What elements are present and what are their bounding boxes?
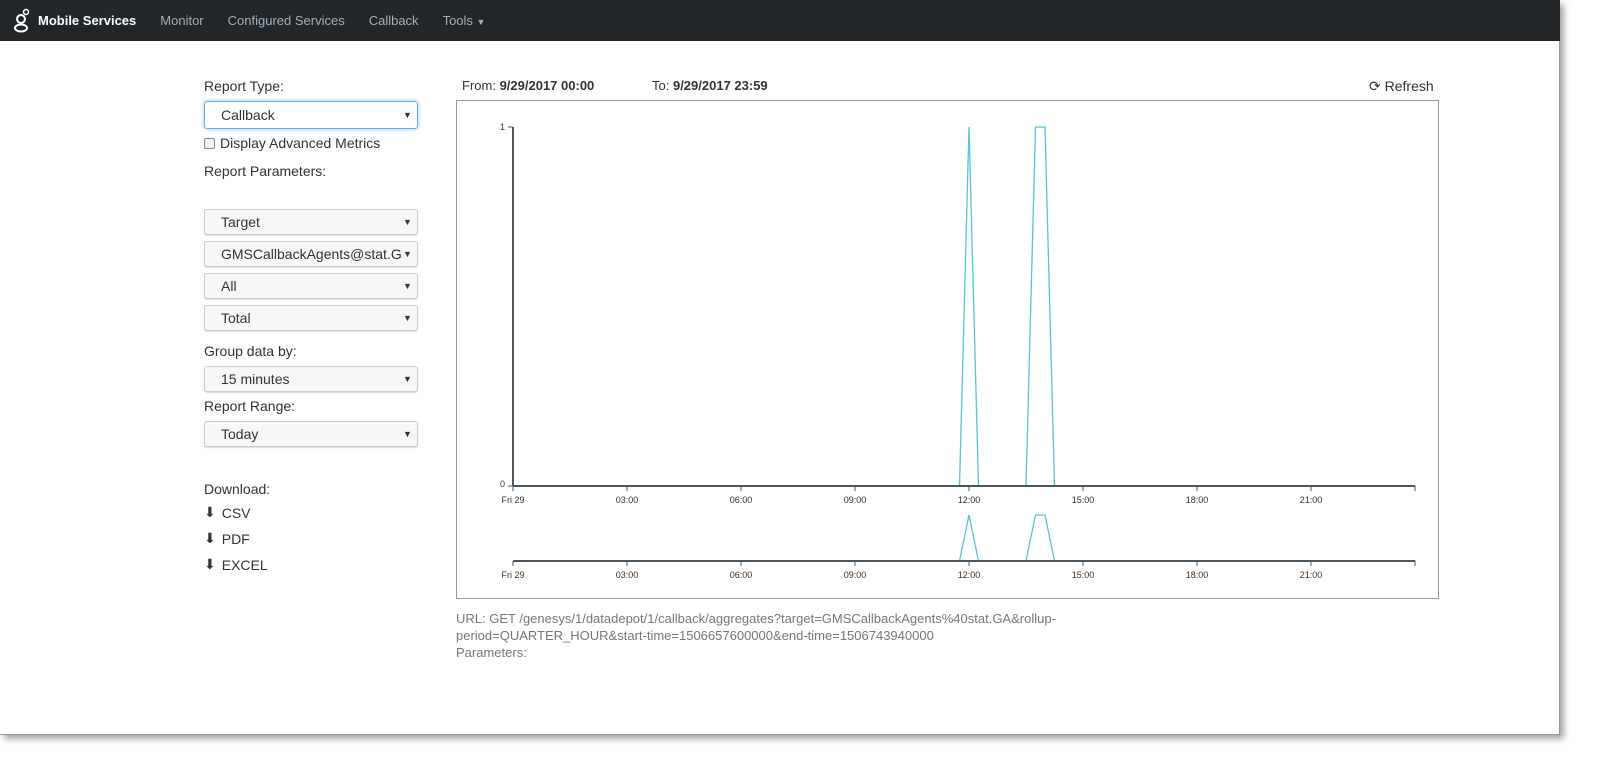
x-tick-label: 15:00 (1072, 570, 1095, 580)
caret-down-icon: ▼ (476, 17, 486, 27)
from-range: From: 9/29/2017 00:00 (462, 78, 594, 93)
download-icon: ⬇ (204, 556, 216, 572)
download-label: Download: (204, 481, 271, 497)
download-icon: ⬇ (204, 504, 216, 520)
target-type-select[interactable]: Target ▼ (204, 209, 418, 235)
from-value: 9/29/2017 00:00 (499, 78, 595, 93)
nav-tools[interactable]: Tools ▼ (443, 13, 486, 28)
report-type-value: Callback (221, 107, 275, 123)
select-value: All (221, 278, 237, 294)
x-tick-label: 21:00 (1300, 570, 1323, 580)
download-csv[interactable]: ⬇ CSV (204, 504, 418, 521)
caret-down-icon: ▼ (403, 249, 412, 259)
navbar: Mobile Services Monitor Configured Servi… (0, 0, 1560, 41)
request-parameters: Parameters: (456, 645, 527, 660)
download-excel-label: EXCEL (221, 556, 268, 573)
select-value: Today (221, 426, 259, 442)
download-icon: ⬇ (204, 530, 216, 546)
from-label: From: (462, 78, 496, 93)
advanced-metrics-label: Display Advanced Metrics (220, 135, 381, 151)
series-line (513, 514, 1416, 562)
genesys-logo-icon[interactable] (12, 8, 34, 34)
caret-down-icon: ▼ (403, 217, 412, 227)
x-tick-label: 12:00 (958, 495, 981, 505)
report-type-label: Report Type: (204, 78, 284, 94)
select-value: Total (221, 310, 251, 326)
x-tick-label: 12:00 (958, 570, 981, 580)
x-tick-label: 18:00 (1186, 570, 1209, 580)
caret-down-icon: ▼ (403, 374, 412, 384)
y-tick-label: 0 (500, 479, 505, 489)
x-tick-label: 18:00 (1186, 495, 1209, 505)
x-tick-label: 15:00 (1072, 495, 1095, 505)
download-excel[interactable]: ⬇ EXCEL (204, 556, 418, 573)
select-value: Target (221, 214, 260, 230)
report-form: Report Type: Callback ▼ Display Advanced … (204, 78, 418, 582)
to-range: To: 9/29/2017 23:59 (652, 78, 768, 93)
group-by-select[interactable]: 15 minutes ▼ (204, 366, 418, 392)
brand[interactable]: Mobile Services (38, 13, 137, 28)
caret-down-icon: ▼ (403, 429, 412, 439)
refresh-label: Refresh (1384, 78, 1434, 94)
chart-container: 0 1 Fri 29 03:00 06:00 09:00 12:00 15:00 18:00 21… (456, 100, 1439, 599)
nav-configured-services[interactable]: Configured Services (227, 13, 345, 28)
filter-select[interactable]: All ▼ (204, 273, 418, 299)
group-by-label: Group data by: (204, 343, 297, 359)
x-tick-label: Fri 29 (501, 495, 524, 505)
x-tick-label: 06:00 (730, 495, 753, 505)
x-tick-label: 06:00 (730, 570, 753, 580)
select-value: 15 minutes (221, 371, 290, 387)
download-pdf-label: PDF (221, 530, 250, 547)
request-url: URL: GET /genesys/1/datadepot/1/callback… (456, 611, 1056, 643)
x-tick-label: 03:00 (616, 495, 639, 505)
to-label: To: (652, 78, 670, 93)
report-range-select[interactable]: Today ▼ (204, 421, 418, 447)
x-tick-label: 09:00 (844, 495, 867, 505)
nav-callback[interactable]: Callback (368, 13, 419, 28)
report-range-label: Report Range: (204, 398, 296, 414)
to-value: 9/29/2017 23:59 (672, 78, 768, 93)
select-value: GMSCallbackAgents@stat.GA (221, 246, 401, 262)
refresh-icon: ⟳ (1369, 78, 1381, 94)
request-info: URL: GET /genesys/1/datadepot/1/callback… (456, 610, 1176, 661)
download-csv-label: CSV (221, 504, 251, 521)
x-tick-label: 03:00 (616, 570, 639, 580)
line-chart[interactable]: 0 1 Fri 29 03:00 06:00 09:00 12:00 15:00 18:00 21… (457, 101, 1438, 598)
refresh-button[interactable]: ⟳ Refresh (1369, 78, 1434, 95)
download-pdf[interactable]: ⬇ PDF (204, 530, 418, 547)
advanced-metrics-checkbox[interactable]: Display Advanced Metrics (204, 135, 418, 151)
y-tick-label: 1 (500, 122, 505, 132)
caret-down-icon: ▼ (403, 281, 412, 291)
series-line (513, 126, 1416, 487)
x-tick-label: 09:00 (844, 570, 867, 580)
checkbox-icon[interactable] (204, 137, 215, 149)
report-type-select[interactable]: Callback ▼ (204, 101, 418, 129)
nav-monitor[interactable]: Monitor (160, 13, 204, 28)
caret-down-icon: ▼ (403, 313, 412, 323)
x-tick-label: Fri 29 (501, 570, 524, 580)
caret-down-icon: ▼ (403, 110, 412, 120)
aggregate-select[interactable]: Total ▼ (204, 305, 418, 331)
nav-tools-label: Tools (442, 13, 473, 28)
x-tick-label: 21:00 (1300, 495, 1323, 505)
target-select[interactable]: GMSCallbackAgents@stat.GA ▼ (204, 241, 418, 267)
report-parameters-label: Report Parameters: (204, 163, 327, 179)
